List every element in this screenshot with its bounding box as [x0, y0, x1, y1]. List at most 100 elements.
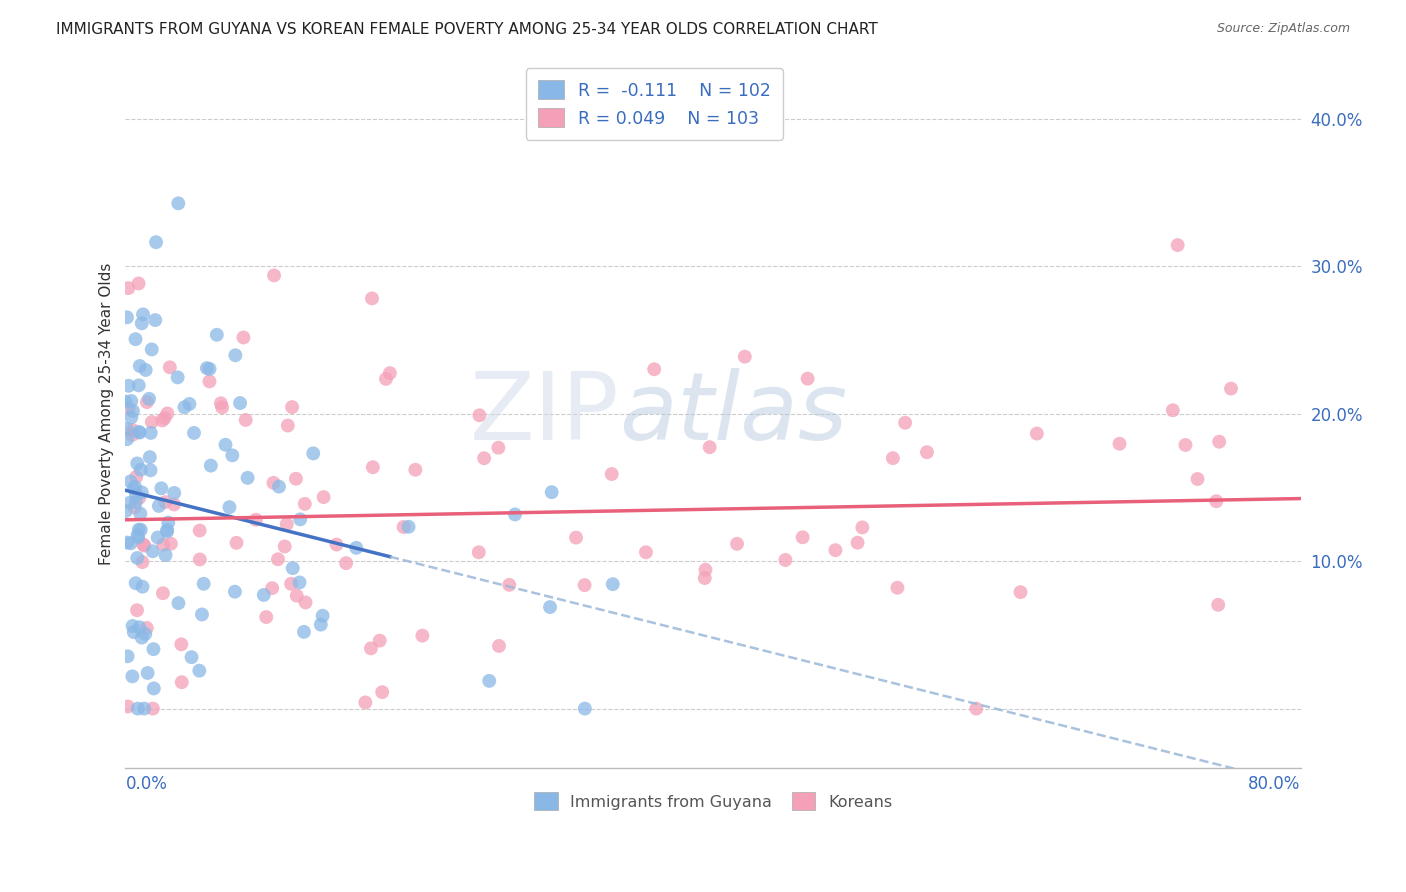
Point: [224, 584, 246, 599]
Text: atlas: atlas: [619, 368, 848, 459]
Point: [115, 535, 138, 549]
Point: [115, 432, 138, 446]
Point: [235, 413, 257, 427]
Point: [693, 571, 716, 585]
Point: [486, 441, 509, 455]
Text: 80.0%: 80.0%: [1249, 775, 1301, 793]
Point: [965, 701, 987, 715]
Point: [156, 524, 179, 539]
Point: [159, 360, 181, 375]
Point: [117, 379, 139, 393]
Point: [188, 552, 211, 566]
Point: [540, 485, 562, 500]
Point: [1205, 494, 1227, 508]
Point: [236, 471, 259, 485]
Point: [1167, 238, 1189, 252]
Point: [136, 395, 159, 409]
Point: [127, 701, 149, 715]
Point: [121, 619, 143, 633]
Point: [1010, 585, 1032, 599]
Point: [188, 664, 211, 678]
Point: [915, 445, 938, 459]
Point: [120, 394, 142, 409]
Point: [143, 313, 166, 327]
Point: [211, 401, 233, 415]
Point: [127, 551, 149, 566]
Point: [128, 425, 150, 439]
Point: [775, 553, 797, 567]
Point: [195, 361, 218, 376]
Point: [200, 458, 222, 473]
Point: [302, 446, 325, 460]
Point: [277, 418, 299, 433]
Point: [166, 370, 188, 384]
Point: [188, 524, 211, 538]
Point: [1174, 438, 1197, 452]
Point: [136, 665, 159, 680]
Point: [280, 577, 302, 591]
Point: [167, 596, 190, 610]
Point: [125, 495, 148, 509]
Point: [139, 450, 162, 464]
Point: [128, 491, 150, 505]
Point: [290, 512, 312, 526]
Point: [1108, 436, 1130, 450]
Point: [128, 359, 150, 373]
Point: [135, 621, 157, 635]
Point: [294, 595, 316, 609]
Point: [135, 363, 157, 377]
Text: ZIP: ZIP: [470, 368, 619, 459]
Point: [312, 490, 335, 504]
Point: [263, 268, 285, 283]
Point: [132, 538, 155, 552]
Text: 0.0%: 0.0%: [125, 775, 167, 793]
Point: [156, 406, 179, 420]
Point: [142, 642, 165, 657]
Point: [122, 481, 145, 495]
Point: [565, 531, 588, 545]
Point: [245, 513, 267, 527]
Point: [699, 440, 721, 454]
Point: [792, 530, 814, 544]
Point: [142, 681, 165, 696]
Point: [600, 467, 623, 481]
Point: [824, 543, 846, 558]
Point: [276, 517, 298, 532]
Point: [131, 316, 153, 330]
Point: [285, 589, 308, 603]
Point: [121, 428, 143, 442]
Point: [132, 307, 155, 321]
Point: [602, 577, 624, 591]
Point: [127, 457, 149, 471]
Point: [344, 541, 367, 555]
Point: [335, 556, 357, 570]
Point: [131, 485, 153, 500]
Point: [725, 537, 748, 551]
Point: [146, 531, 169, 545]
Point: [1220, 382, 1243, 396]
Point: [120, 410, 142, 425]
Point: [117, 649, 139, 664]
Point: [117, 699, 139, 714]
Point: [134, 539, 156, 553]
Point: [488, 639, 510, 653]
Point: [1025, 426, 1047, 441]
Point: [120, 536, 142, 550]
Point: [354, 695, 377, 709]
Point: [274, 540, 297, 554]
Point: [214, 438, 236, 452]
Point: [267, 480, 290, 494]
Point: [325, 537, 347, 551]
Point: [148, 499, 170, 513]
Point: [121, 423, 143, 437]
Point: [153, 411, 176, 425]
Point: [125, 470, 148, 484]
Point: [152, 586, 174, 600]
Point: [180, 650, 202, 665]
Point: [221, 449, 243, 463]
Point: [193, 576, 215, 591]
Point: [882, 451, 904, 466]
Point: [139, 463, 162, 477]
Point: [288, 575, 311, 590]
Point: [125, 603, 148, 617]
